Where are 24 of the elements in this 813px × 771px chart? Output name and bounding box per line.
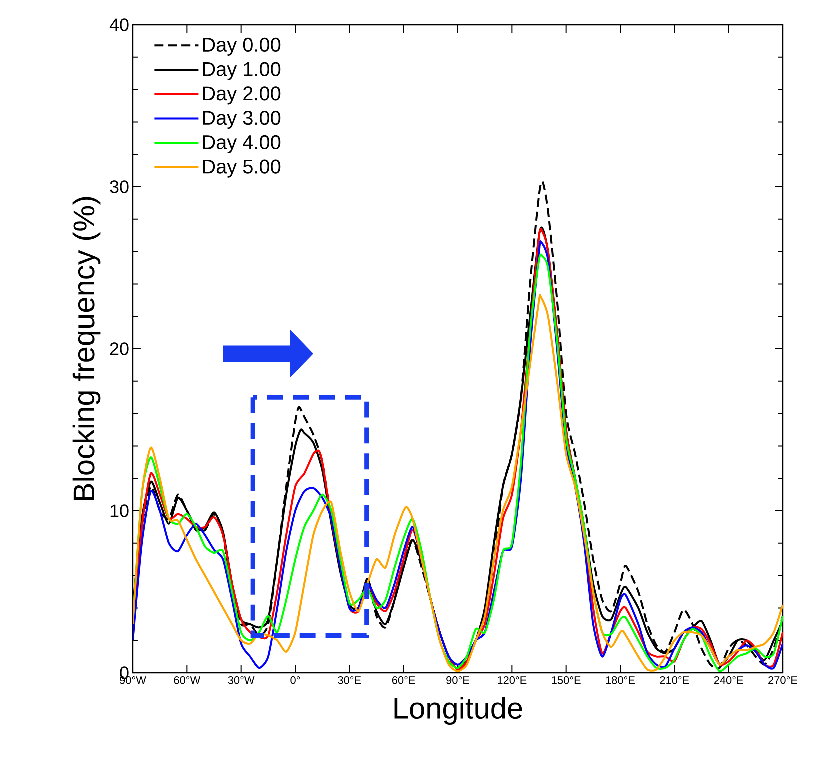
y-axis-title: Blocking frequency (%) (72, 197, 101, 500)
x-tick-label: 210°E (660, 676, 690, 684)
x-tick-label: 30°W (228, 676, 255, 684)
x-tick-label: 270°E (768, 676, 798, 684)
y-tick-label: 40 (110, 18, 129, 32)
y-tick-label: 20 (110, 342, 129, 356)
x-axis-title: Longitude (394, 697, 522, 725)
x-tick-label: 240°E (714, 676, 744, 684)
x-tick-label: 60°W (174, 676, 201, 684)
x-tick-label: 0° (290, 676, 300, 684)
y-tick-label: 10 (110, 504, 129, 518)
x-tick-label: 150°E (552, 676, 581, 684)
x-tick-label: 30°E (338, 676, 362, 684)
x-tick-label: 90°E (446, 676, 470, 684)
legend-label: Day 1.00 (203, 62, 281, 80)
x-tick-label: 60°E (392, 676, 416, 684)
legend-label: Day 4.00 (203, 135, 281, 154)
legend-label: Day 2.00 (203, 86, 281, 105)
x-tick-label: 120°E (498, 676, 527, 684)
y-tick-label: 30 (110, 180, 129, 194)
legend-label: Day 0.00 (203, 38, 281, 56)
legend-label: Day 3.00 (203, 111, 281, 130)
x-tick-label: 180°E (606, 676, 636, 684)
legend-label: Day 5.00 (203, 160, 281, 178)
